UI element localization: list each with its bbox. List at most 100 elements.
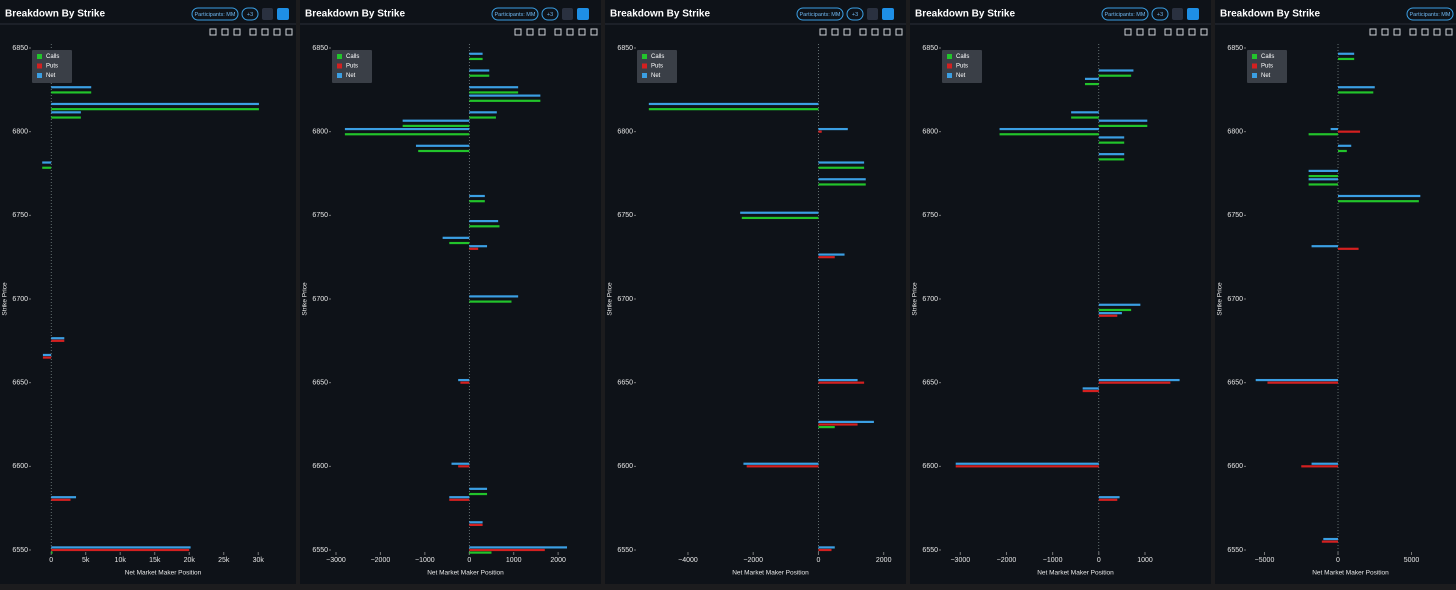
toolbar-icon[interactable] (554, 28, 562, 36)
bar (449, 241, 470, 245)
toolbar-icon[interactable] (590, 28, 598, 36)
x-tick-label: 15k (149, 557, 161, 564)
bar (1098, 498, 1118, 501)
bar (442, 236, 470, 239)
y-axis-label: Strike Price (2, 282, 9, 316)
badge[interactable] (241, 7, 259, 21)
x-tick-label: −4000 (678, 557, 698, 564)
y-tick-label: 6800 (312, 129, 328, 136)
legend-label: Calls (46, 54, 59, 60)
toolbar-icon[interactable] (233, 28, 241, 36)
toolbar-icon[interactable] (1369, 28, 1377, 36)
bar (1082, 389, 1099, 393)
bar (469, 523, 483, 526)
bar (1338, 144, 1352, 147)
toolbar-icon[interactable] (883, 28, 891, 36)
bar (469, 245, 488, 248)
toolbar-icon[interactable] (1164, 28, 1172, 36)
toolbar-icon[interactable] (526, 28, 534, 36)
toolbar-icon[interactable] (273, 28, 281, 36)
y-tick-label: 6750 (1227, 212, 1243, 219)
toolbar-icon[interactable] (249, 28, 257, 36)
list-button[interactable] (1172, 8, 1183, 20)
badge[interactable] (796, 7, 844, 21)
toolbar-icon[interactable] (538, 28, 546, 36)
bar (1084, 82, 1099, 86)
list-button[interactable] (867, 8, 878, 20)
bar (1255, 378, 1339, 382)
legend-label: Puts (346, 64, 358, 70)
bar (1308, 183, 1339, 186)
bar (818, 378, 858, 382)
bar (1338, 130, 1361, 133)
toolbar-icon[interactable] (578, 28, 586, 36)
bar (418, 149, 470, 153)
bar (469, 116, 496, 119)
bar (1098, 153, 1125, 156)
toolbar-icon[interactable] (1200, 28, 1208, 36)
badge[interactable] (1151, 7, 1169, 21)
link-button[interactable] (277, 8, 289, 20)
bar (1338, 194, 1421, 198)
badge[interactable] (191, 7, 239, 21)
legend-label: Calls (956, 54, 969, 60)
toolbar-icon[interactable] (1188, 28, 1196, 36)
toolbar-icon[interactable] (1433, 28, 1441, 36)
badge[interactable] (541, 7, 559, 21)
x-tick-label: 0 (1097, 557, 1101, 564)
toolbar-icon[interactable] (566, 28, 574, 36)
bar (469, 86, 519, 89)
toolbar-icon[interactable] (843, 28, 851, 36)
toolbar-icon[interactable] (1136, 28, 1144, 36)
toolbar-icon[interactable] (285, 28, 293, 36)
badge-label: Participants: MM (1410, 12, 1451, 18)
bar (743, 462, 819, 465)
toolbar-icon[interactable] (831, 28, 839, 36)
badge[interactable] (1101, 7, 1149, 21)
y-tick-label: 6750 (922, 212, 938, 219)
badge-label: +3 (852, 12, 858, 18)
toolbar-icon[interactable] (819, 28, 827, 36)
link-button[interactable] (1187, 8, 1199, 20)
toolbar-icon[interactable] (1176, 28, 1184, 36)
badge[interactable] (846, 7, 864, 21)
toolbar-icon[interactable] (1421, 28, 1429, 36)
toolbar-icon[interactable] (1445, 28, 1453, 36)
bar (51, 102, 259, 106)
bar (818, 161, 865, 164)
y-tick-label: 6650 (12, 380, 28, 387)
toolbar-icon[interactable] (261, 28, 269, 36)
toolbar-icon[interactable] (859, 28, 867, 36)
bar (344, 133, 470, 136)
bar (1308, 169, 1339, 172)
toolbar-icon[interactable] (895, 28, 903, 36)
link-button[interactable] (577, 8, 589, 20)
toolbar-icon[interactable] (1409, 28, 1417, 36)
bar (1338, 52, 1355, 55)
list-button[interactable] (562, 8, 573, 20)
toolbar-icon[interactable] (221, 28, 229, 36)
toolbar-icon[interactable] (1124, 28, 1132, 36)
toolbar-icon[interactable] (1148, 28, 1156, 36)
bar (469, 521, 483, 524)
toolbar-icon[interactable] (1393, 28, 1401, 36)
x-tick-label: −1000 (415, 557, 435, 564)
legend-label: Puts (651, 64, 663, 70)
bar (460, 381, 470, 384)
x-tick-label: 25k (218, 557, 230, 564)
legend-swatch (337, 63, 342, 69)
toolbar-icon[interactable] (514, 28, 522, 36)
list-button[interactable] (262, 8, 273, 20)
bar (818, 420, 874, 423)
link-button[interactable] (882, 8, 894, 20)
toolbar-icon[interactable] (1381, 28, 1389, 36)
bar (1308, 175, 1339, 178)
y-tick-label: 6650 (1227, 380, 1243, 387)
bar (51, 546, 191, 549)
bar (1338, 57, 1355, 61)
toolbar-icon[interactable] (871, 28, 879, 36)
legend-swatch (37, 73, 42, 78)
badge[interactable] (1406, 7, 1454, 21)
toolbar-icon[interactable] (209, 28, 217, 36)
badge[interactable] (491, 7, 539, 21)
